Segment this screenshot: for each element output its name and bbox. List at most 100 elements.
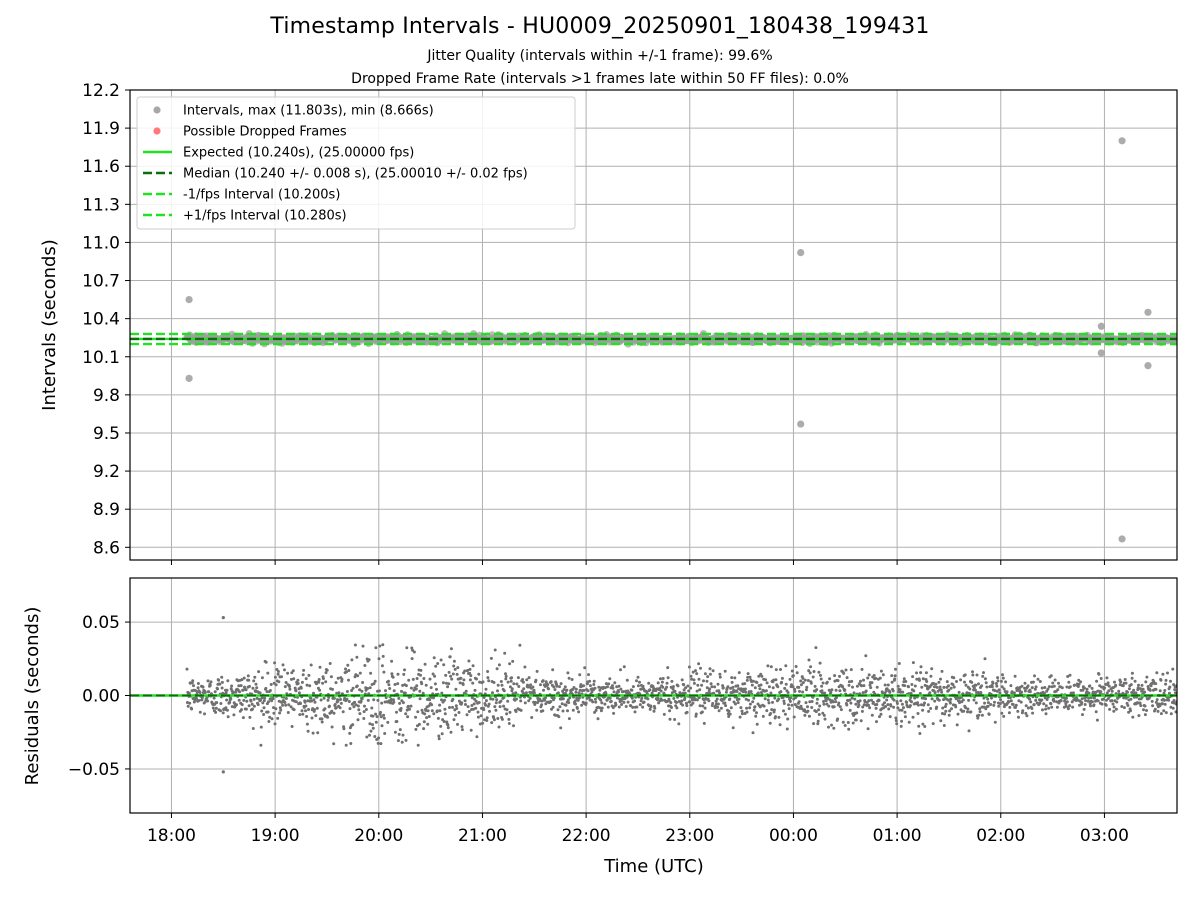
residual-point (560, 702, 564, 706)
residual-point (374, 720, 378, 724)
residual-point (200, 698, 204, 702)
residual-point (769, 712, 773, 715)
y-tick-label: 9.2 (93, 462, 120, 482)
residual-point (427, 704, 431, 708)
residual-point (863, 700, 867, 704)
residual-point (1016, 709, 1020, 713)
residual-point (497, 663, 501, 667)
residual-point (486, 670, 490, 673)
residual-point (829, 690, 833, 694)
residual-point (565, 688, 569, 692)
residual-point (436, 662, 440, 665)
residual-point (406, 715, 410, 719)
residual-point (885, 698, 889, 702)
residual-point (226, 715, 230, 719)
residual-point (888, 715, 892, 719)
residual-point (493, 705, 497, 709)
residual-point (467, 710, 471, 713)
residual-point (244, 688, 248, 692)
residual-point (1159, 678, 1163, 682)
residual-point (345, 670, 349, 674)
residual-point (996, 679, 1000, 683)
residual-point (488, 709, 491, 713)
residual-point (758, 687, 762, 691)
residual-point (1129, 683, 1133, 687)
residual-point (519, 708, 523, 712)
residual-point (985, 685, 989, 689)
residual-point (986, 697, 990, 701)
residual-point (932, 685, 936, 689)
residual-point (807, 669, 811, 673)
residual-point (515, 697, 518, 701)
residual-point (271, 697, 275, 701)
residual-point (241, 716, 245, 720)
residual-point (508, 662, 512, 666)
residual-point (994, 682, 998, 685)
residual-point (1110, 699, 1114, 703)
residual-point (631, 705, 635, 709)
residual-point (239, 684, 243, 688)
residual-point (552, 696, 556, 700)
residual-point (1142, 708, 1145, 712)
residual-point (288, 687, 292, 691)
residual-point (353, 700, 357, 704)
residual-point (372, 682, 376, 686)
residual-point (726, 685, 730, 689)
residual-point (321, 677, 325, 680)
residual-point (360, 697, 364, 701)
residual-point (378, 644, 382, 648)
residual-point (347, 700, 351, 703)
residual-point (577, 696, 581, 700)
residual-point (1004, 680, 1008, 684)
residual-point (556, 691, 560, 695)
residual-point (452, 718, 456, 722)
residual-point (928, 691, 932, 695)
residual-point (647, 681, 651, 685)
residual-point (813, 684, 817, 688)
residual-point (451, 672, 455, 676)
residual-point (691, 698, 694, 702)
residual-point (476, 710, 480, 714)
residual-point (439, 658, 443, 662)
residual-point (970, 680, 974, 684)
residual-point (546, 683, 550, 687)
residual-point (567, 717, 571, 721)
residual-point (671, 687, 675, 691)
residual-point (498, 705, 502, 709)
residual-point (671, 685, 675, 689)
residual-point (1090, 686, 1094, 690)
residual-point (1024, 711, 1028, 715)
residual-point (761, 714, 765, 718)
residual-point (1001, 676, 1005, 680)
residual-point (751, 731, 755, 735)
residual-point (724, 690, 728, 694)
residual-point (446, 723, 450, 727)
residual-point (755, 711, 758, 715)
residual-point (747, 698, 750, 702)
residual-point (399, 707, 403, 710)
residual-point (892, 705, 896, 709)
residual-point (915, 677, 919, 681)
residual-point (1005, 690, 1009, 694)
residual-point (402, 672, 406, 676)
residual-point (405, 646, 409, 650)
residual-point (576, 698, 580, 702)
residual-point (492, 718, 496, 722)
residual-point (321, 681, 325, 685)
residual-point (315, 706, 319, 710)
residual-point (666, 676, 670, 680)
residual-point (749, 690, 753, 693)
residual-point (267, 720, 271, 723)
residual-point (414, 715, 418, 719)
residual-point (1104, 703, 1108, 707)
residual-point (1068, 704, 1072, 708)
residual-point (823, 717, 827, 721)
residual-point (900, 702, 904, 706)
residual-point (1040, 698, 1044, 702)
residual-point (1169, 705, 1173, 709)
residual-point (907, 685, 910, 689)
residual-point (918, 692, 922, 695)
residual-point (563, 685, 567, 689)
residual-point (786, 691, 790, 694)
y-tick-label: 9.8 (93, 386, 120, 406)
